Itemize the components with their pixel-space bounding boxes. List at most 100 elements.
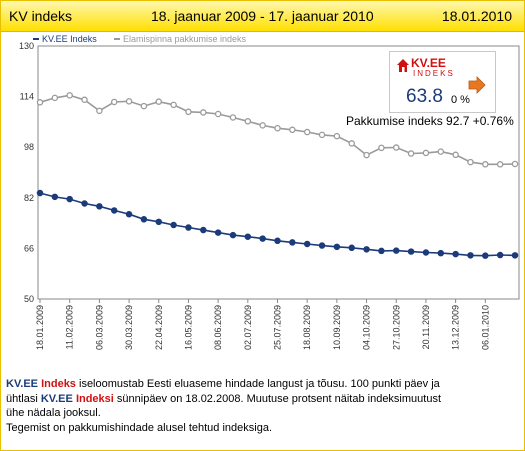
description-line: KV.EE Indeks iseloomustab Eesti eluaseme… — [6, 378, 440, 390]
data-point-kv — [437, 249, 445, 257]
data-point-pakkumine — [96, 107, 103, 115]
y-tick-label: 50 — [24, 294, 34, 304]
data-point-kv — [125, 210, 133, 218]
x-tick-label: 18.01.2009 — [35, 305, 45, 350]
data-point-pakkumine — [66, 92, 73, 99]
data-point-kv — [348, 244, 355, 252]
data-point-pakkumine — [214, 110, 222, 118]
data-point-pakkumine — [140, 102, 148, 110]
data-point-pakkumine — [363, 151, 370, 159]
data-point-pakkumine — [437, 148, 445, 155]
data-point-kv — [36, 189, 44, 197]
data-point-kv — [452, 250, 459, 258]
data-point-kv — [274, 237, 281, 245]
data-point-pakkumine — [392, 144, 400, 151]
x-tick-label: 25.07.2009 — [273, 305, 283, 350]
legend-label-kv: KV.EE Indeks — [42, 34, 97, 44]
data-point-kv — [392, 247, 400, 254]
data-point-kv — [378, 247, 385, 255]
data-point-pakkumine — [81, 96, 88, 104]
data-point-pakkumine — [407, 150, 415, 157]
data-point-pakkumine — [511, 160, 519, 168]
data-point-pakkumine — [467, 158, 474, 166]
data-point-pakkumine — [496, 161, 504, 168]
data-point-kv — [289, 239, 296, 246]
data-point-kv — [155, 218, 162, 226]
data-point-pakkumine — [244, 118, 252, 125]
data-point-pakkumine — [36, 99, 44, 106]
data-point-kv — [407, 248, 415, 255]
x-tick-label: 27.10.2009 — [391, 305, 401, 350]
index-change: 0 % — [451, 94, 470, 106]
index-box: KV.EE INDEKS 63.8 0 % — [389, 51, 496, 113]
data-point-pakkumine — [51, 94, 59, 102]
data-point-kv — [110, 207, 118, 214]
x-tick-label: 06.01.2010 — [480, 305, 490, 350]
data-point-pakkumine — [378, 144, 385, 152]
data-point-kv — [422, 249, 430, 256]
arrow-right-icon — [468, 76, 486, 94]
data-point-pakkumine — [333, 132, 341, 140]
svg-text:INDEKS: INDEKS — [413, 69, 455, 77]
data-point-pakkumine — [110, 98, 118, 106]
data-point-kv — [214, 229, 222, 236]
widget-title: KV indeks — [9, 8, 73, 24]
data-point-kv — [229, 231, 237, 239]
data-point-pakkumine — [259, 122, 266, 129]
data-point-kv — [140, 216, 148, 223]
data-point-pakkumine — [482, 161, 489, 168]
data-point-pakkumine — [125, 98, 133, 105]
data-point-kv — [244, 233, 252, 240]
data-point-kv — [333, 243, 341, 251]
data-point-pakkumine — [229, 114, 237, 121]
x-tick-label: 02.07.2009 — [243, 305, 253, 350]
x-tick-labels: 18.01.2009 11.02.2009 06.03.2009 30.03.2009… — [35, 305, 490, 350]
chart-legend: KV.EE Indeks Elamispinna pakkumise indek… — [33, 34, 247, 44]
x-tick-label: 11.02.2009 — [65, 305, 75, 349]
y-tick-label: 82 — [24, 193, 34, 203]
y-tick-label: 130 — [19, 41, 34, 51]
data-point-kv — [96, 203, 103, 210]
x-tick-label: 22.04.2009 — [154, 305, 164, 350]
data-point-pakkumine — [274, 124, 281, 132]
data-point-pakkumine — [200, 109, 207, 116]
pakkumise-index-text: Pakkumise indeks 92.7 +0.76% — [346, 114, 514, 128]
data-point-kv — [51, 193, 59, 201]
data-point-kv — [482, 252, 489, 259]
data-point-pakkumine — [155, 98, 162, 105]
data-point-pakkumine — [303, 128, 311, 136]
data-point-pakkumine — [289, 126, 296, 134]
data-point-kv — [496, 251, 504, 259]
legend-label-pakkumine: Elamispinna pakkumise indeks — [123, 34, 247, 44]
date-range: 18. jaanuar 2009 - 17. jaanuar 2010 — [151, 8, 374, 24]
kv-ee-logo: KV.EE INDEKS — [397, 56, 455, 77]
x-tick-label: 13.12.2009 — [451, 305, 461, 350]
data-point-kv — [318, 242, 326, 249]
series-points — [36, 92, 519, 259]
description-line: ühe nädala jooksul. — [6, 407, 101, 419]
index-value: 63.8 — [406, 86, 443, 107]
y-tick-label: 98 — [24, 142, 34, 152]
data-point-kv — [259, 235, 266, 242]
data-point-kv — [185, 224, 192, 231]
y-tick-label: 66 — [24, 243, 34, 253]
data-point-pakkumine — [452, 151, 459, 159]
data-point-pakkumine — [422, 149, 430, 157]
data-point-kv — [200, 226, 207, 234]
data-point-kv — [81, 200, 88, 207]
x-tick-label: 06.03.2009 — [94, 305, 104, 350]
data-point-kv — [467, 252, 474, 259]
x-tick-label: 16.05.2009 — [183, 305, 193, 350]
description-line: ühtlasi KV.EE Indeksi sünnipäev on 18.02… — [6, 392, 442, 405]
description-text: KV.EE Indeks iseloomustab Eesti eluaseme… — [6, 377, 518, 435]
y-tick-label: 114 — [20, 92, 34, 102]
y-tick-labels: 50 66 82 98 114 130 — [19, 41, 34, 304]
x-tick-label: 20.11.2009 — [421, 305, 431, 349]
data-point-kv — [170, 221, 177, 229]
x-tick-label: 10.09.2009 — [332, 305, 342, 350]
description-line: Tegemist on pakkumishindade alusel tehtu… — [6, 421, 272, 434]
current-date: 18.01.2010 — [441, 8, 512, 24]
svg-text:KV.EE: KV.EE — [411, 56, 446, 70]
x-tick-label: 18.08.2009 — [302, 305, 312, 350]
